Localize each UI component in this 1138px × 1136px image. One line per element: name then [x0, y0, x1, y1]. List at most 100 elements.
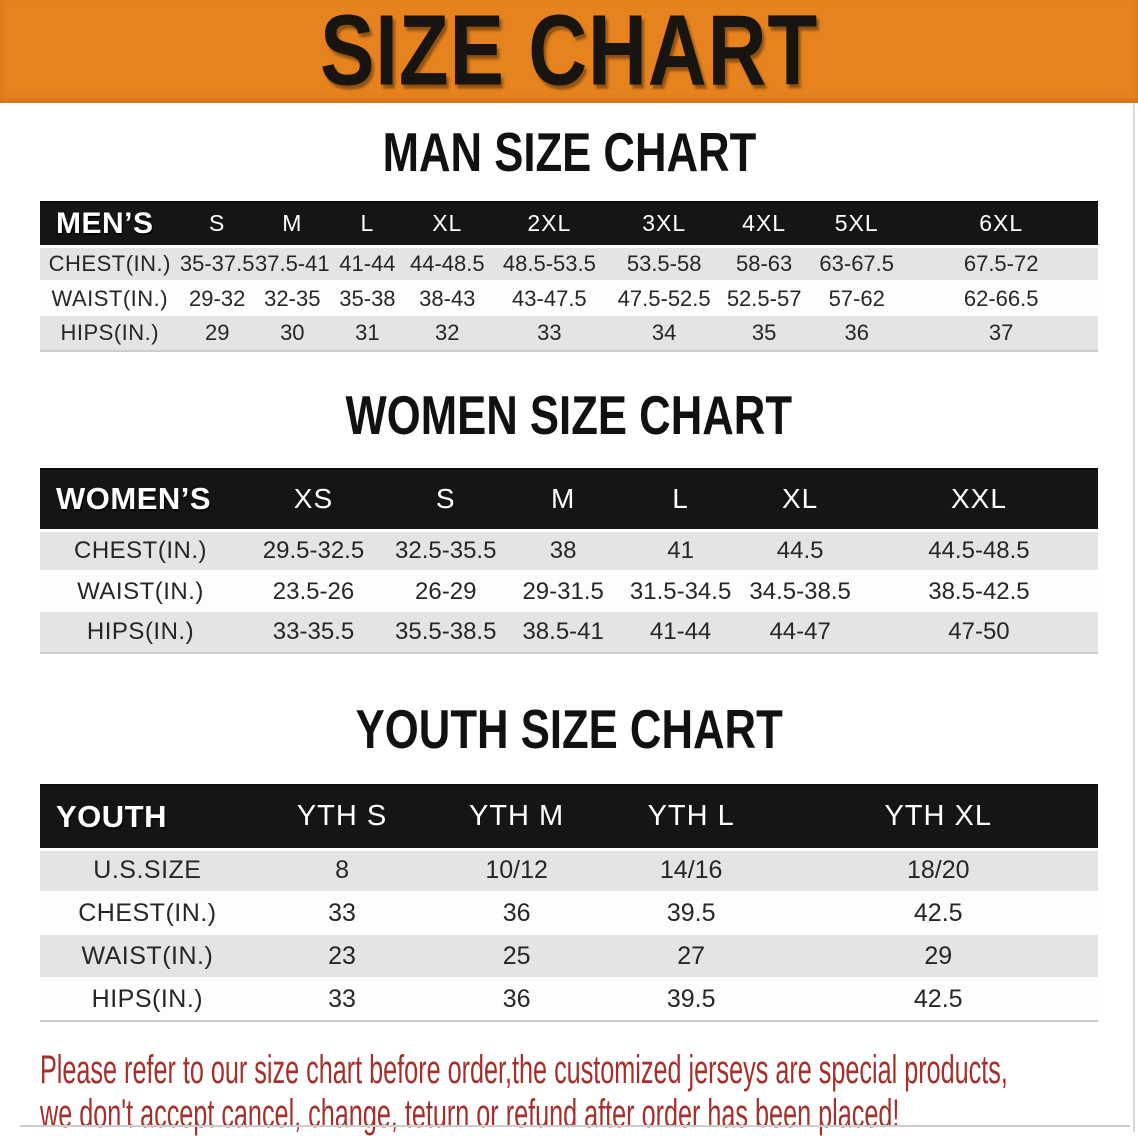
size-chart-banner: SIZE CHART — [0, 0, 1138, 103]
measurement-label: WAIST(IN.) — [40, 281, 180, 317]
measurement-row: U.S.SIZE 8 10/12 14/16 18/20 — [40, 849, 1098, 893]
measurement-value: 47.5-52.5 — [609, 281, 720, 317]
measurement-value: 37 — [904, 316, 1098, 352]
disclaimer-line-1: Please refer to our size chart before or… — [40, 1048, 1008, 1092]
measurement-value: 44-48.5 — [404, 246, 490, 282]
womens-heading-text: WOMEN SIZE CHART — [345, 385, 793, 447]
measurement-value: 35-37.5 — [179, 246, 255, 282]
disclaimer-line-2: we don't accept cancel, change, teturn o… — [40, 1092, 900, 1136]
womens-section: WOMEN SIZE CHART WOMEN’S XS S M L XL XXL CHEST(… — [0, 385, 1138, 654]
measurement-value: 34 — [609, 316, 720, 352]
measurement-row: WAIST(IN.) 23 25 27 29 — [40, 935, 1098, 979]
measurement-row: HIPS(IN.) 33-35.5 35.5-38.5 38.5-41 41-44 44-… — [40, 612, 1098, 654]
mens-heading-text: MAN SIZE CHART — [382, 122, 756, 184]
mens-size-table: MEN’S S M L XL 2XL 3XL 4XL 5XL 6XL CHEST(IN.) 35-37… — [40, 201, 1098, 352]
size-column-header: 5XL — [809, 201, 905, 248]
measurement-label: WAIST(IN.) — [40, 935, 255, 979]
size-column-header: 2XL — [489, 201, 610, 248]
youth-section: YOUTH SIZE CHART YOUTH YTH S YTH M YTH L YTH… — [0, 699, 1138, 1022]
measurement-value: 29-31.5 — [505, 571, 621, 613]
measurement-value: 23 — [254, 935, 430, 979]
youth-section-heading: YOUTH SIZE CHART — [0, 699, 1138, 761]
measurement-value: 31 — [329, 316, 405, 352]
size-column-header: 6XL — [904, 201, 1098, 248]
youth-heading-text: YOUTH SIZE CHART — [355, 699, 783, 761]
measurement-value: 27 — [603, 935, 779, 979]
size-column-header: M — [505, 468, 621, 532]
measurement-value: 36 — [429, 892, 604, 936]
measurement-label: HIPS(IN.) — [40, 612, 242, 654]
measurement-value: 52.5-57 — [719, 281, 810, 317]
measurement-value: 26-29 — [385, 571, 506, 613]
measurement-value: 38.5-42.5 — [859, 571, 1098, 613]
measurement-value: 33 — [254, 978, 430, 1022]
measurement-row: WAIST(IN.) 29-32 32-35 35-38 38-43 43-47.5 47.… — [40, 281, 1098, 317]
measurement-value: 33 — [489, 316, 610, 352]
size-column-header: XL — [740, 468, 860, 532]
measurement-value: 33-35.5 — [241, 612, 386, 654]
measurement-value: 62-66.5 — [904, 281, 1098, 317]
measurement-value: 35 — [719, 316, 810, 352]
size-column-header: XXL — [859, 468, 1098, 532]
size-column-header: XL — [404, 201, 490, 248]
measurement-value: 32 — [404, 316, 490, 352]
size-column-header: 4XL — [719, 201, 810, 248]
size-column-header: L — [329, 201, 405, 248]
measurement-value: 37.5-41 — [254, 246, 330, 282]
measurement-value: 35-38 — [329, 281, 405, 317]
measurement-value: 25 — [429, 935, 604, 979]
measurement-value: 47-50 — [859, 612, 1098, 654]
measurement-value: 36 — [429, 978, 604, 1022]
page-edge-right — [1133, 103, 1135, 1132]
table-group-label: MEN’S — [40, 201, 180, 248]
measurement-value: 42.5 — [778, 892, 1098, 936]
measurement-value: 33 — [254, 892, 430, 936]
measurement-value: 10/12 — [429, 849, 604, 893]
measurement-value: 41-44 — [329, 246, 405, 282]
size-column-header: YTH S — [254, 784, 430, 851]
size-column-header: YTH XL — [778, 784, 1098, 851]
measurement-row: HIPS(IN.) 33 36 39.5 42.5 — [40, 978, 1098, 1022]
measurement-value: 32-35 — [254, 281, 330, 317]
measurement-value: 38.5-41 — [505, 612, 621, 654]
measurement-value: 44-47 — [740, 612, 860, 654]
page-title: SIZE CHART — [319, 0, 819, 107]
measurement-row: CHEST(IN.) 29.5-32.5 32.5-35.5 38 41 44.5 44.5… — [40, 530, 1098, 572]
womens-size-table: WOMEN’S XS S M L XL XXL CHEST(IN.) 29.5-32.5 32.5… — [40, 468, 1098, 654]
size-column-header: S — [179, 201, 255, 248]
measurement-row: HIPS(IN.) 29 30 31 32 33 34 35 36 37 — [40, 316, 1098, 352]
measurement-value: 29 — [778, 935, 1098, 979]
measurement-value: 35.5-38.5 — [385, 612, 506, 654]
mens-section: MAN SIZE CHART MEN’S S M L XL 2XL 3XL 4XL 5XL 6XL… — [0, 122, 1138, 352]
measurement-value: 63-67.5 — [809, 246, 905, 282]
measurement-value: 29-32 — [179, 281, 255, 317]
measurement-label: HIPS(IN.) — [40, 316, 180, 352]
measurement-value: 18/20 — [778, 849, 1098, 893]
measurement-value: 38 — [505, 530, 621, 572]
measurement-value: 23.5-26 — [241, 571, 386, 613]
measurement-value: 48.5-53.5 — [489, 246, 610, 282]
measurement-value: 67.5-72 — [904, 246, 1098, 282]
measurement-value: 41-44 — [620, 612, 741, 654]
measurement-label: WAIST(IN.) — [40, 571, 242, 613]
measurement-value: 29.5-32.5 — [241, 530, 386, 572]
measurement-label: CHEST(IN.) — [40, 246, 180, 282]
measurement-value: 31.5-34.5 — [620, 571, 741, 613]
measurement-value: 14/16 — [603, 849, 779, 893]
measurement-value: 36 — [809, 316, 905, 352]
measurement-row: CHEST(IN.) 33 36 39.5 42.5 — [40, 892, 1098, 936]
measurement-value: 41 — [620, 530, 741, 572]
measurement-value: 8 — [254, 849, 430, 893]
measurement-value: 29 — [179, 316, 255, 352]
table-group-label: WOMEN’S — [40, 468, 242, 532]
measurement-value: 42.5 — [778, 978, 1098, 1022]
measurement-label: CHEST(IN.) — [40, 892, 255, 936]
measurement-value: 32.5-35.5 — [385, 530, 506, 572]
measurement-label: HIPS(IN.) — [40, 978, 255, 1022]
measurement-value: 34.5-38.5 — [740, 571, 860, 613]
table-header-row: MEN’S S M L XL 2XL 3XL 4XL 5XL 6XL — [40, 201, 1098, 248]
table-group-label: YOUTH — [40, 784, 255, 851]
measurement-value: 38-43 — [404, 281, 490, 317]
measurement-value: 39.5 — [603, 978, 779, 1022]
measurement-row: WAIST(IN.) 23.5-26 26-29 29-31.5 31.5-34.5 34… — [40, 571, 1098, 613]
